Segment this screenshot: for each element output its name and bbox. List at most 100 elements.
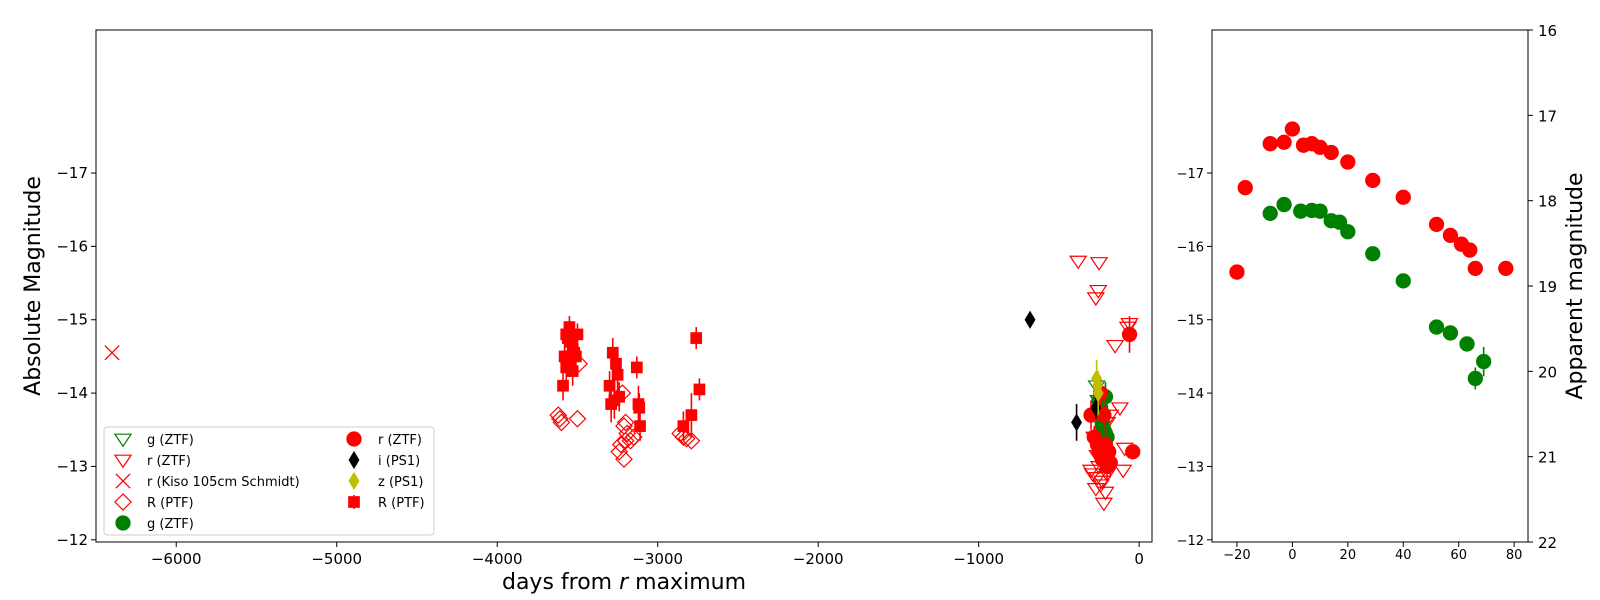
- data-point: [1442, 227, 1459, 244]
- data-point: [566, 365, 579, 377]
- left-axes-frame: [95, 29, 1153, 543]
- right-axes-frame: [1211, 29, 1529, 543]
- legend-marker: [114, 493, 132, 511]
- data-point: [1113, 464, 1133, 479]
- legend-label: g (ZTF): [147, 433, 194, 448]
- data-point: [1086, 483, 1106, 497]
- data-point: [1475, 353, 1492, 370]
- left-plot-area: [104, 255, 1141, 512]
- x-tick-label: −2000: [793, 550, 844, 568]
- data-point: [557, 379, 569, 392]
- y2-tick-label: 17: [1538, 107, 1557, 125]
- data-point: [690, 332, 703, 344]
- y-tick-label: −14: [56, 384, 88, 402]
- data-point: [1395, 189, 1411, 205]
- data-point: [1096, 486, 1115, 501]
- left-panel: −6000 −5000 −4000 −3000 −2000 −1000 0 −12−13−1…: [21, 29, 1153, 595]
- left-x-axis-label: days from r maximum: [502, 570, 746, 595]
- data-point: [571, 328, 584, 341]
- data-point: [677, 420, 690, 432]
- x-tick-label: 0: [1288, 548, 1296, 563]
- data-point: [1467, 370, 1483, 387]
- legend-label: z (PS1): [378, 475, 423, 490]
- data-point: [549, 406, 568, 425]
- legend: g (ZTF) r (ZTF) r (Kiso 105cm Schmidt) R (P…: [103, 426, 435, 536]
- x-tick-label: −4000: [472, 550, 523, 568]
- data-point: [1442, 325, 1459, 341]
- y-tick-label: −17: [56, 164, 88, 182]
- data-point: [624, 428, 643, 447]
- data-point: [674, 428, 693, 447]
- data-point: [1071, 413, 1083, 432]
- data-point: [1102, 455, 1118, 471]
- legend-label: r (Kiso 105cm Schmidt): [147, 475, 300, 490]
- data-point: [1365, 172, 1381, 189]
- data-point: [682, 431, 701, 450]
- data-point: [1105, 339, 1125, 354]
- left-y-axis-label: Absolute Magnitude: [21, 176, 46, 396]
- y2-tick-label: 20: [1538, 363, 1557, 381]
- data-point: [1121, 326, 1138, 343]
- data-point: [550, 409, 569, 428]
- data-point: [565, 335, 577, 348]
- data-point: [621, 431, 640, 450]
- data-point: [1068, 255, 1088, 270]
- x-tick-label: −20: [1223, 548, 1250, 563]
- data-point: [634, 420, 646, 432]
- data-point: [1276, 134, 1292, 150]
- y-tick-label: −15: [56, 311, 88, 329]
- data-point: [1312, 203, 1328, 219]
- y2-tick-label: 18: [1538, 193, 1557, 211]
- y-tick-label: −16: [56, 237, 88, 255]
- data-point: [693, 383, 706, 396]
- y-tick-label: −15: [1177, 314, 1204, 329]
- data-point: [603, 379, 616, 392]
- data-point: [1083, 468, 1102, 483]
- y-tick-label: −13: [56, 457, 88, 475]
- right-x-axis: −20 0 20 40 60 80: [1223, 542, 1522, 563]
- data-point: [1089, 436, 1106, 453]
- right-secondary-y-axis: 16 17 18 19 20 21 22: [1528, 22, 1557, 552]
- data-point: [1428, 216, 1445, 233]
- x-tick-label: 0: [1134, 550, 1144, 568]
- left-x-axis: −6000 −5000 −4000 −3000 −2000 −1000 0: [151, 542, 1144, 568]
- x-tick-label: −3000: [632, 550, 683, 568]
- data-point: [1093, 475, 1112, 490]
- data-point: [1086, 292, 1106, 307]
- y2-tick-label: 16: [1538, 22, 1557, 40]
- data-point: [1462, 242, 1478, 258]
- legend-label: g (ZTF): [147, 517, 194, 532]
- data-point: [1090, 398, 1102, 417]
- right-y-axis-label: Apparent magnitude: [1563, 172, 1588, 399]
- data-point: [1237, 180, 1253, 196]
- y2-tick-label: 19: [1538, 278, 1557, 296]
- data-point: [1110, 402, 1130, 417]
- legend-label: R (PTF): [147, 496, 194, 511]
- data-point: [610, 357, 622, 370]
- data-point: [1229, 264, 1245, 280]
- data-point: [1459, 336, 1475, 352]
- legend-label: i (PS1): [378, 454, 420, 469]
- data-point: [630, 361, 643, 374]
- data-point: [1395, 273, 1411, 289]
- data-point: [1340, 224, 1356, 240]
- legend-marker: [113, 433, 133, 448]
- data-point: [1088, 472, 1107, 486]
- right-panel: −20 0 20 40 60 80 −12 −13 −14 −15 −16 −17 16 17 18 19…: [1177, 22, 1588, 563]
- data-point: [685, 409, 698, 421]
- left-y-axis: −12 −13 −14 −15 −16 −17: [56, 164, 96, 549]
- data-point: [1091, 376, 1103, 395]
- y-tick-label: −13: [1177, 460, 1204, 475]
- data-point: [1091, 479, 1110, 494]
- x-tick-label: 20: [1340, 548, 1357, 563]
- legend-marker: [113, 454, 133, 469]
- legend-marker: [115, 473, 131, 489]
- legend-label: r (ZTF): [378, 433, 422, 448]
- x-tick-label: 60: [1450, 548, 1467, 563]
- data-point: [615, 450, 633, 469]
- data-point: [1262, 136, 1278, 152]
- x-tick-label: −6000: [151, 550, 202, 568]
- right-plot-area: [1229, 121, 1514, 390]
- x-tick-label: −1000: [953, 550, 1004, 568]
